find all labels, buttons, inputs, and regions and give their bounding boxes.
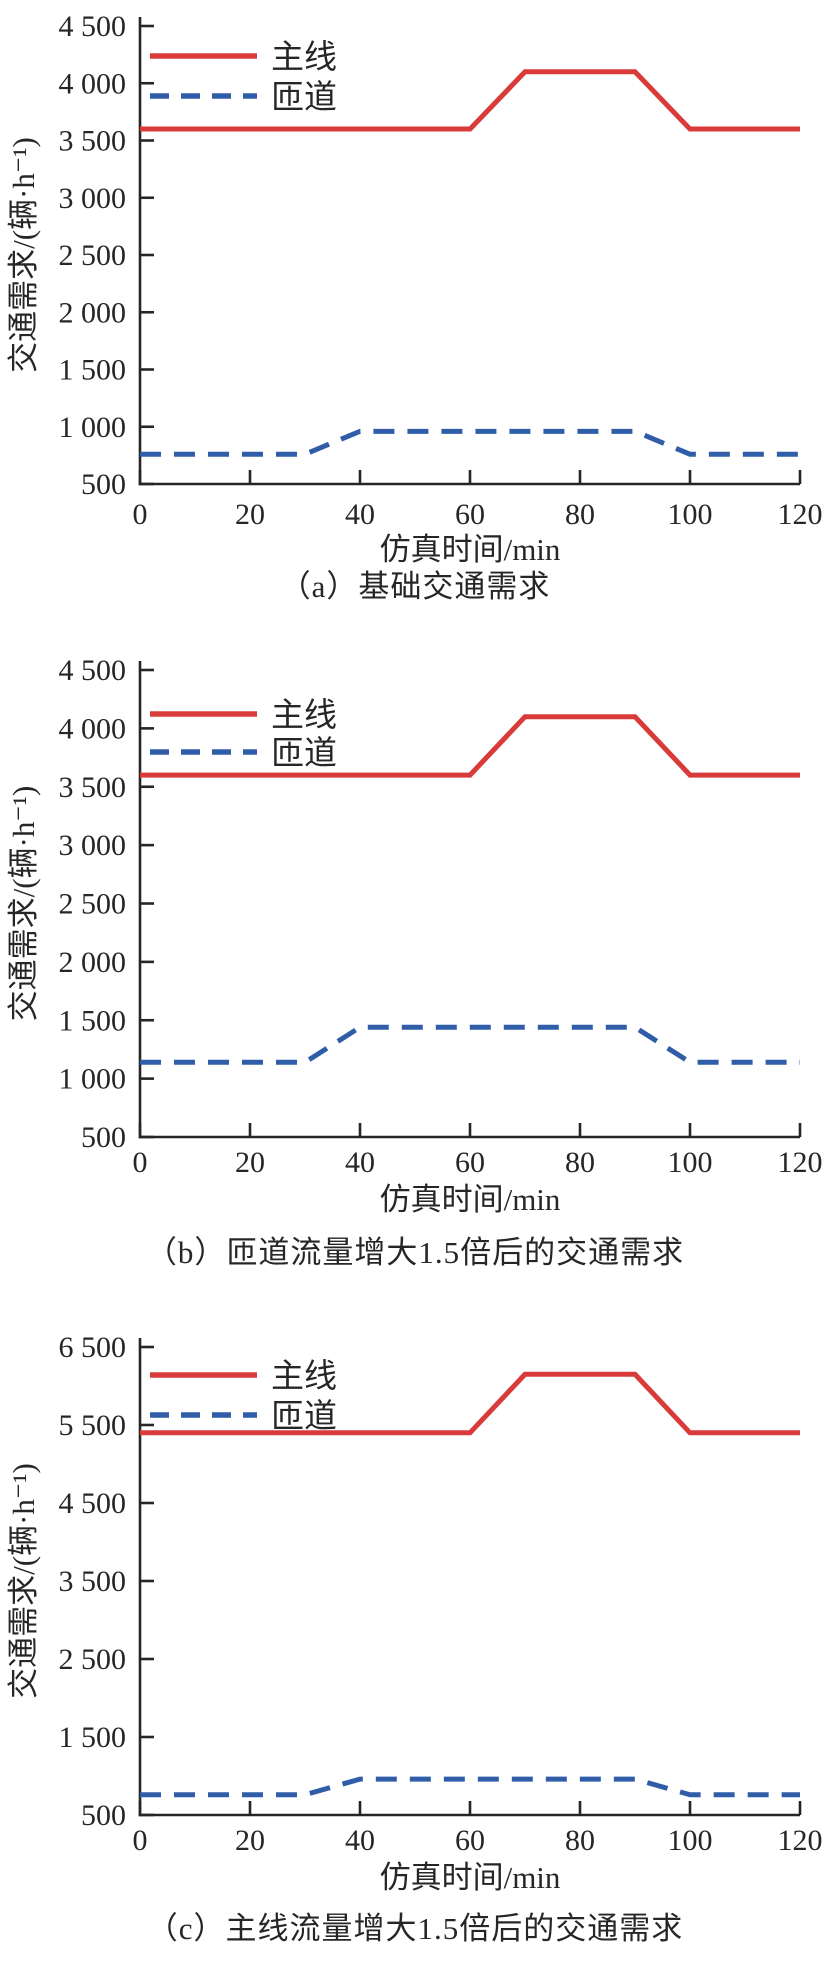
x-tick-label: 20 — [235, 1146, 265, 1179]
tick-labels: 500 1 000 1 500 2 000 2 500 3 000 3 500 4 000 4 … — [59, 10, 823, 531]
y-tick-label: 4 500 — [59, 654, 127, 687]
y-tick-label: 2 000 — [59, 946, 127, 979]
x-tick-label: 20 — [235, 1824, 265, 1857]
x-tick-label: 100 — [668, 1824, 713, 1857]
y-tick-label: 6 500 — [59, 1331, 127, 1364]
x-tick-label: 40 — [345, 1824, 375, 1857]
x-axis-title: 仿真时间/min — [380, 1860, 561, 1895]
chart-c-caption: （c）主线流量增大1.5倍后的交通需求 — [146, 1911, 684, 1946]
ramp-series — [140, 1024, 800, 1065]
x-tick-label: 0 — [133, 1824, 148, 1857]
y-tick-label: 2 000 — [59, 296, 127, 329]
legend-ramp-label: 匝道 — [271, 735, 337, 772]
x-tick-label: 40 — [345, 1146, 375, 1179]
y-tick-label: 1 500 — [59, 1004, 127, 1037]
y-tick-label: 4 000 — [59, 67, 127, 100]
chart-b-caption: （b）匝道流量增大1.5倍后的交通需求 — [145, 1235, 685, 1270]
x-tick-label: 80 — [565, 1824, 595, 1857]
y-axis-title: 交通需求/(辆·h⁻¹) — [6, 786, 41, 1022]
legend-ramp-label: 匝道 — [271, 1398, 337, 1435]
ramp-series — [140, 1776, 800, 1798]
legend-main-line-label: 主线 — [271, 697, 337, 734]
y-tick-label: 3 000 — [59, 182, 127, 215]
y-tick-label: 4 000 — [59, 712, 127, 745]
y-tick-label: 1 500 — [59, 354, 127, 387]
main-line-series — [140, 1371, 800, 1436]
y-axis-title: 交通需求/(辆·h⁻¹) — [6, 137, 41, 373]
x-tick-label: 40 — [345, 498, 375, 531]
y-tick-label: 3 000 — [59, 829, 127, 862]
x-tick-label: 120 — [778, 498, 823, 531]
y-tick-label: 4 500 — [59, 1487, 127, 1520]
x-axis-title: 仿真时间/min — [380, 532, 561, 566]
x-tick-label: 120 — [778, 1146, 823, 1179]
axes — [138, 1338, 802, 1817]
chart-panel-b: 500 1 000 1 500 2 000 2 500 3 000 3 500 4 000 4 … — [0, 612, 830, 1278]
main-line-series — [140, 714, 800, 778]
x-tick-label: 0 — [133, 1146, 148, 1179]
y-tick-label: 5 500 — [59, 1409, 127, 1442]
x-tick-label: 80 — [565, 1146, 595, 1179]
axes — [138, 661, 802, 1139]
tick-labels: 500 1 000 1 500 2 000 2 500 3 000 3 500 4 000 4 … — [59, 654, 823, 1179]
x-tick-label: 0 — [133, 498, 148, 531]
x-tick-label: 20 — [235, 498, 265, 531]
chart-b-plot: 500 1 000 1 500 2 000 2 500 3 000 3 500 4 000 4 … — [6, 654, 823, 1217]
y-tick-label: 2 500 — [59, 239, 127, 272]
y-tick-label: 500 — [81, 468, 126, 501]
chart-panel-c: 500 1 500 2 500 3 500 4 500 5 500 6 500 0 20 40 60… — [0, 1290, 830, 1954]
x-tick-label: 80 — [565, 498, 595, 531]
y-tick-label: 2 500 — [59, 1643, 127, 1676]
y-tick-label: 500 — [81, 1121, 126, 1154]
chart-a-caption: （a）基础交通需求 — [279, 569, 551, 604]
y-tick-label: 3 500 — [59, 125, 127, 158]
y-tick-label: 4 500 — [59, 10, 127, 43]
y-tick-label: 3 500 — [59, 771, 127, 804]
chart-c-plot: 500 1 500 2 500 3 500 4 500 5 500 6 500 0 20 40 60… — [6, 1331, 823, 1895]
legend-main-line-label: 主线 — [271, 39, 337, 76]
tick-labels: 500 1 500 2 500 3 500 4 500 5 500 6 500 0 20 40 60… — [59, 1331, 823, 1857]
ramp-series — [140, 428, 800, 457]
y-axis-title: 交通需求/(辆·h⁻¹) — [6, 1463, 41, 1699]
x-tick-label: 60 — [455, 498, 485, 531]
x-tick-label: 100 — [668, 498, 713, 531]
x-axis-title: 仿真时间/min — [380, 1182, 561, 1217]
legend-ramp-label: 匝道 — [271, 79, 337, 116]
chart-a-plot: 500 1 000 1 500 2 000 2 500 3 000 3 500 4 000 4 … — [6, 10, 823, 566]
x-tick-label: 100 — [668, 1146, 713, 1179]
y-tick-label: 500 — [81, 1799, 126, 1832]
axes — [138, 17, 802, 486]
y-tick-label: 1 000 — [59, 411, 127, 444]
legend-main-line-label: 主线 — [271, 1358, 337, 1395]
y-tick-label: 1 000 — [59, 1063, 127, 1096]
y-tick-label: 2 500 — [59, 888, 127, 921]
x-tick-label: 60 — [455, 1146, 485, 1179]
chart-panel-a: 500 1 000 1 500 2 000 2 500 3 000 3 500 4 000 4 … — [0, 4, 830, 612]
x-tick-label: 120 — [778, 1824, 823, 1857]
y-tick-label: 3 500 — [59, 1565, 127, 1598]
x-tick-label: 60 — [455, 1824, 485, 1857]
main-line-series — [140, 69, 800, 132]
y-tick-label: 1 500 — [59, 1721, 127, 1754]
